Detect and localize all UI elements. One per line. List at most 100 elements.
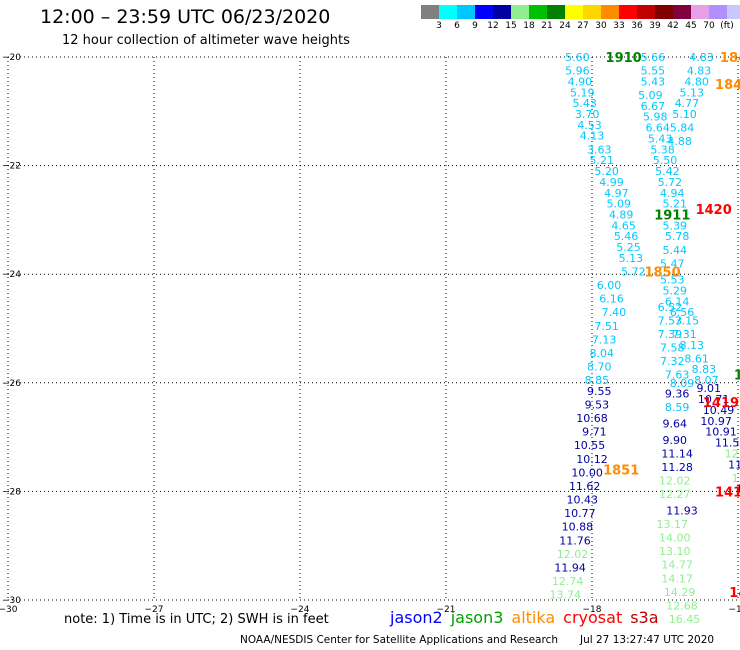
footer-credit: NOAA/NESDIS Center for Satellite Applica… (240, 634, 558, 646)
legend-swatch (493, 5, 511, 19)
pass-number: 1851 (603, 464, 639, 479)
mission-legend-item: jason3 (450, 608, 504, 627)
wave-height-label: 11.76 (559, 534, 591, 547)
wave-height-label: 10.49 (703, 404, 735, 417)
wave-height-label: 9.01 (697, 382, 722, 395)
wave-height-label: 5.43 (641, 75, 666, 88)
wave-height-label: 8.09 (670, 377, 695, 390)
legend-swatch (601, 5, 619, 19)
legend-swatch (673, 5, 691, 19)
chart-subtitle: 12 hour collection of altimeter wave hei… (62, 33, 350, 48)
wave-height-label: 5.19 (570, 86, 595, 99)
wave-height-label: 7.53 (658, 314, 683, 327)
wave-height-label: 5.10 (672, 108, 697, 121)
note-text: note: 1) Time is in UTC; 2) SWH is in fe… (64, 612, 329, 627)
legend-swatch (583, 5, 601, 19)
wave-height-label: 12.02 (659, 475, 691, 488)
y-tick-label: −28 (2, 487, 21, 497)
x-tick-label: −15 (729, 605, 740, 615)
wave-height-label: 8.61 (684, 352, 709, 365)
wave-height-label: 4.53 (577, 119, 602, 132)
wave-height-label: 7.40 (602, 306, 627, 319)
wave-height-label: 5.39 (662, 219, 687, 232)
legend-swatch (727, 5, 740, 19)
wave-height-label: 9.64 (662, 418, 687, 431)
wave-height-label: 13.10 (659, 545, 691, 558)
wave-height-label: 10.55 (574, 439, 606, 452)
wave-height-label: 9.90 (662, 434, 687, 447)
wave-height-label: 4.97 (604, 187, 629, 200)
wave-height-label: 5.13 (680, 86, 705, 99)
legend-swatch (655, 5, 673, 19)
wave-height-label: 7.63 (665, 369, 690, 382)
wave-height-label: 5.21 (662, 198, 687, 211)
wave-height-label: 8.83 (692, 363, 717, 376)
wave-height-label: 5.72 (621, 265, 646, 278)
wave-height-label: 12.27 (659, 488, 691, 501)
legend-swatch (511, 5, 529, 19)
legend-tick-label: 36 (631, 21, 643, 31)
legend-tick-label: 39 (649, 21, 661, 31)
grid-lines (7, 56, 739, 601)
wave-height-label: 5.84 (670, 122, 695, 135)
wave-height-label: 10.77 (564, 507, 596, 520)
wave-height-label: 4.13 (580, 130, 605, 143)
mission-legend-item: cryosat (563, 608, 623, 627)
wave-height-label: 5.50 (653, 154, 678, 167)
wave-height-label: 10.43 (567, 494, 599, 507)
wave-height-label: 14.29 (664, 586, 696, 599)
wave-height-label: 6.67 (641, 100, 666, 113)
wave-height-label: 4.77 (675, 97, 700, 110)
wave-height-label: 4.80 (684, 75, 709, 88)
wave-height-label: 4.83 (687, 65, 712, 78)
wave-height-label: 16.45 (669, 613, 701, 626)
wave-height-label: 7.39 (658, 328, 683, 341)
legend-swatch (421, 5, 439, 19)
wave-height-label: 8.07 (694, 374, 719, 387)
legend-swatch (691, 5, 709, 19)
wave-height-label: 5.42 (655, 165, 680, 178)
y-tick-label: −20 (2, 53, 21, 63)
x-tick-label: −21 (437, 605, 456, 615)
y-tick-label: −26 (2, 379, 21, 389)
legend-tick-label: 15 (505, 21, 517, 31)
wave-height-label: 14.17 (661, 572, 693, 585)
legend-swatch (529, 5, 547, 19)
color-scale-legend (421, 5, 740, 19)
y-tick-label: −22 (2, 162, 21, 172)
wave-height-label: 10.91 (705, 426, 737, 439)
wave-height-label: 6.14 (665, 295, 690, 308)
wave-height-label: 11 (736, 483, 740, 496)
legend-tick-label: 45 (685, 21, 697, 31)
wave-height-label: 5.66 (641, 51, 666, 64)
legend-tick-label: 12 (487, 21, 499, 31)
wave-height-label: 7.15 (675, 314, 700, 327)
wave-height-label: 10.12 (576, 453, 608, 466)
legend-tick-label: 6 (454, 21, 460, 31)
legend-tick-label: 3 (436, 21, 442, 31)
wave-height-label: 5.55 (641, 65, 666, 78)
legend-swatch (619, 5, 637, 19)
wave-height-label: 11.28 (661, 461, 693, 474)
wave-height-label: 4.90 (568, 75, 593, 88)
wave-height-label: 5.60 (565, 51, 590, 64)
wave-height-label: 4.89 (609, 208, 634, 221)
wave-height-values: 5.605.964.905.195.433.704.534.133.635.21… (549, 51, 740, 626)
wave-height-label: 10.88 (562, 521, 594, 534)
wave-height-label: 7.32 (660, 355, 685, 368)
wave-height-label: 6.00 (597, 279, 622, 292)
pass-number: 1850 (644, 265, 680, 280)
axis-labels: −30 −27 −24 −21 −18 −15 −20 −22 −24 −26 −28 −30 (0, 53, 740, 615)
legend-swatch (475, 5, 493, 19)
wave-height-label: 10.97 (700, 415, 732, 428)
pass-number: 141 (729, 586, 740, 601)
pass-number: 1418 (715, 485, 740, 500)
wave-height-label: 9.53 (585, 399, 610, 412)
wave-height-label: 9.71 (582, 426, 607, 439)
wave-height-label: 5.20 (594, 165, 619, 178)
wave-height-label: 12. (732, 472, 740, 485)
chart-title: 12:00 – 23:59 UTC 06/23/2020 (40, 6, 331, 28)
wave-height-label: 5.43 (572, 97, 597, 110)
wave-height-label: 5.09 (607, 198, 632, 211)
